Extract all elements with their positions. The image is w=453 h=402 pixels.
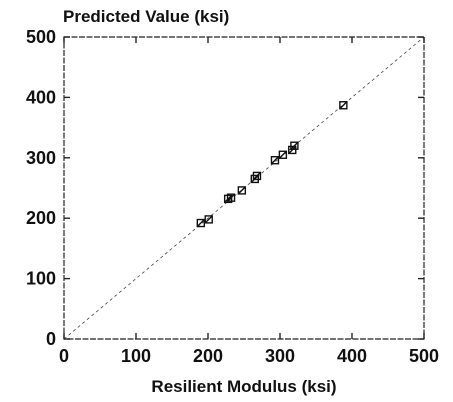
data-point [278, 150, 288, 159]
data-point [339, 101, 348, 110]
y-tick-label: 300 [26, 148, 56, 168]
data-point [288, 145, 297, 155]
y-tick-label: 100 [26, 269, 56, 289]
data-point [252, 171, 262, 181]
x-tick-label: 400 [337, 346, 367, 366]
plot-frame [63, 36, 425, 340]
x-tick-label: 0 [59, 346, 69, 366]
y-axis: 0 100 200 300 400 500 [26, 27, 424, 349]
y-tick-label: 400 [26, 87, 56, 107]
x-axis-title: Resilient Modulus (ksi) [151, 377, 336, 396]
x-tick-label: 500 [409, 346, 439, 366]
data-point [226, 193, 236, 202]
y-axis-title: Predicted Value (ksi) [63, 7, 229, 26]
data-point [204, 215, 213, 224]
y-tick-label: 500 [26, 27, 56, 47]
data-point [290, 141, 299, 150]
x-tick-label: 100 [121, 346, 151, 366]
data-point [237, 186, 247, 195]
y-tick-label: 200 [26, 208, 56, 228]
x-axis: 0 100 200 300 400 500 [59, 37, 439, 366]
x-tick-label: 200 [193, 346, 223, 366]
data-point [270, 156, 280, 165]
y-tick-label: 0 [46, 329, 56, 349]
x-tick-label: 300 [265, 346, 295, 366]
data-points [196, 101, 348, 228]
data-point [196, 218, 206, 228]
